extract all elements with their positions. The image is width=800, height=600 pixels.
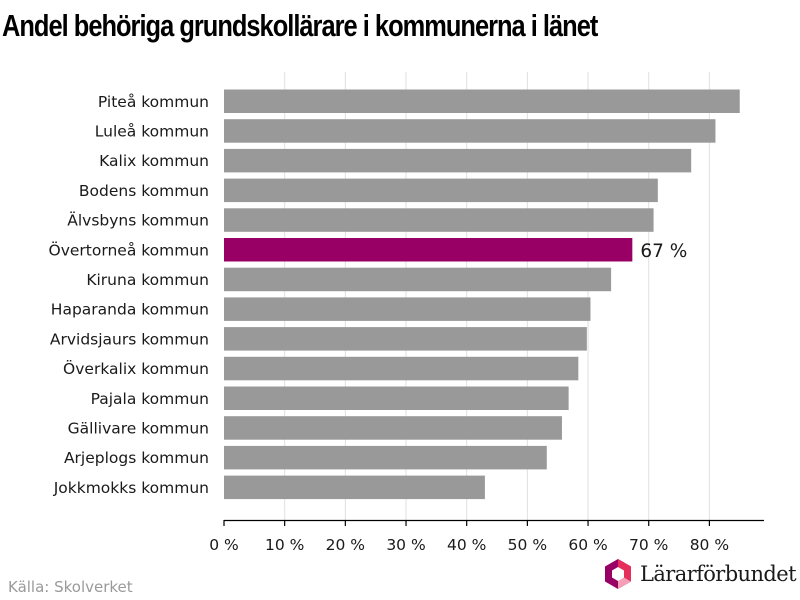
data-label: 67 % (640, 241, 687, 262)
x-tick-label: 0 % (209, 536, 239, 554)
bar (224, 178, 658, 203)
category-label: Bodens kommun (79, 182, 209, 200)
category-label: Luleå kommun (95, 122, 209, 140)
chart-title: Andel behöriga grundskollärare i kommune… (2, 8, 598, 43)
bar (224, 416, 562, 440)
x-tick-label: 80 % (690, 536, 729, 554)
category-label: Haparanda kommun (51, 301, 209, 319)
category-label: Övertorneå kommun (49, 240, 209, 259)
source-note: Källa: Skolverket (8, 578, 133, 596)
bar (224, 356, 579, 381)
bar (224, 89, 740, 113)
category-label: Kalix kommun (99, 152, 209, 170)
x-tick-label: 10 % (265, 536, 304, 554)
bar (224, 297, 591, 321)
category-label: Arjeplogs kommun (64, 449, 209, 467)
category-label: Överkalix kommun (63, 359, 209, 378)
x-tick-label: 70 % (629, 536, 668, 554)
bar (224, 119, 716, 143)
x-tick-label: 20 % (326, 536, 365, 554)
brand-logo: Lärarförbundet (602, 556, 797, 592)
x-tick-label: 60 % (568, 536, 607, 554)
bar (224, 386, 569, 410)
bar (224, 327, 587, 351)
bar (224, 148, 692, 173)
brand-name: Lärarförbundet (640, 562, 797, 586)
bar (224, 445, 547, 470)
category-label: Gällivare kommun (68, 419, 209, 437)
category-label: Pajala kommun (91, 390, 209, 408)
bar (224, 267, 612, 292)
hexagon-logo-icon (605, 559, 631, 589)
category-label: Piteå kommun (98, 93, 209, 111)
bar (224, 208, 654, 232)
bar (224, 238, 633, 262)
category-label: Kiruna kommun (86, 271, 209, 289)
bar (224, 475, 485, 500)
x-tick-label: 30 % (386, 536, 425, 554)
category-label: Jokkmokks kommun (53, 479, 209, 497)
category-label: Arvidsjaurs kommun (50, 330, 209, 348)
x-tick-label: 50 % (508, 536, 547, 554)
x-tick-label: 40 % (447, 536, 486, 554)
category-label: Älvsbyns kommun (67, 211, 209, 230)
